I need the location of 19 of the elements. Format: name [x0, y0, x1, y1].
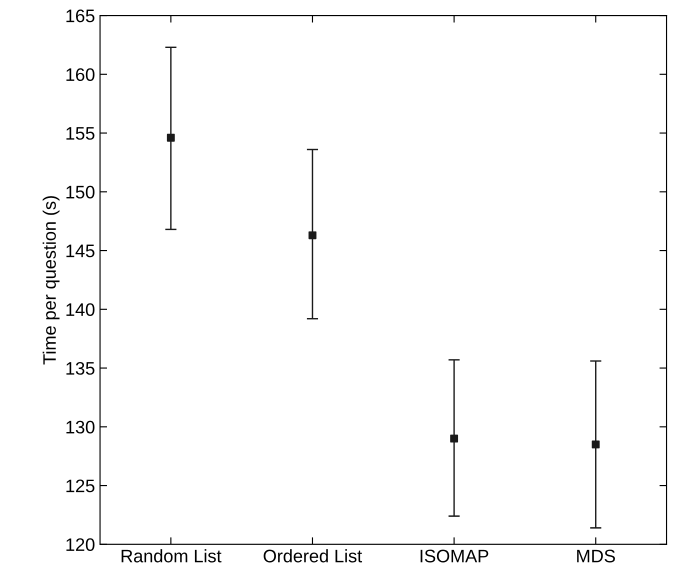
- y-tick-label: 165: [66, 9, 94, 22]
- x-tick-label: Ordered List: [264, 549, 362, 562]
- x-tick-label: Random List: [122, 549, 222, 562]
- y-tick-label: 155: [66, 127, 94, 140]
- x-tick-label: ISOMAP: [420, 550, 488, 562]
- y-tick-label: 135: [66, 362, 94, 375]
- point: [166, 134, 175, 142]
- y-tick-label: 150: [66, 186, 94, 199]
- y-tick-label: 120: [66, 538, 94, 552]
- point: [592, 440, 600, 448]
- y-tick-label: 140: [66, 303, 94, 316]
- point: [308, 231, 316, 240]
- point: [450, 434, 458, 443]
- y-tick-label: 160: [66, 68, 94, 82]
- y-tick-label: 145: [66, 244, 94, 258]
- y-tick-label: 130: [66, 420, 94, 434]
- x-tick-label: MDS: [577, 550, 615, 562]
- y-axis-title: Time per question (s): [42, 196, 60, 364]
- y-tick-label: 125: [66, 480, 94, 492]
